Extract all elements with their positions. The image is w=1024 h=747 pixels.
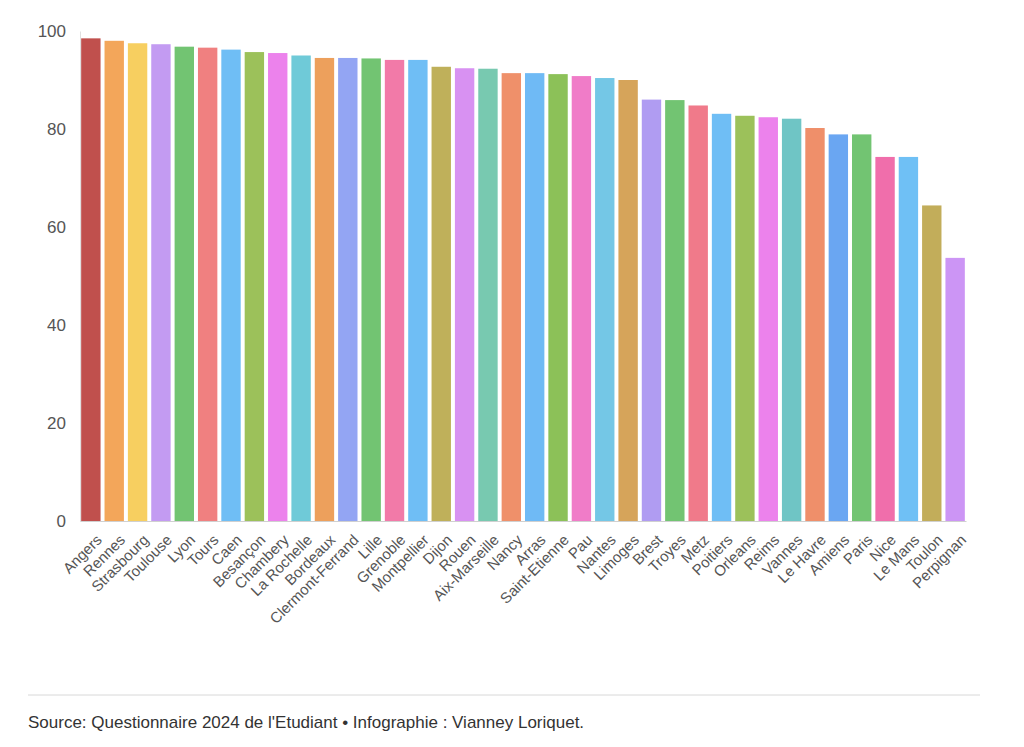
bar — [455, 68, 474, 521]
bar — [875, 157, 894, 521]
y-tick-label: 20 — [47, 414, 66, 433]
y-tick: 40 — [47, 316, 80, 335]
bar — [81, 38, 100, 521]
y-tick-label: 80 — [47, 120, 66, 139]
y-tick-label: 100 — [38, 22, 66, 41]
bar — [945, 258, 964, 521]
y-tick-label: 40 — [47, 316, 66, 335]
bars — [81, 38, 965, 521]
bar — [782, 119, 801, 521]
x-tick-label: Montpellier — [368, 531, 432, 595]
bar — [759, 117, 778, 521]
bar — [385, 60, 404, 521]
bar — [361, 58, 380, 521]
bar — [712, 114, 731, 521]
bar — [175, 47, 194, 521]
y-tick: 0 — [57, 512, 80, 531]
bar — [852, 134, 871, 521]
bar — [665, 100, 684, 521]
y-axis: 0 20 40 60 80 100 — [38, 22, 81, 531]
y-tick-label: 0 — [57, 512, 66, 531]
x-tick: Clermont-Ferrand — [266, 521, 362, 627]
y-tick: 100 — [38, 22, 80, 41]
bar — [478, 69, 497, 521]
bar — [922, 205, 941, 521]
bar — [245, 52, 264, 521]
x-axis-line — [81, 521, 967, 522]
bar — [595, 78, 614, 521]
bar — [548, 74, 567, 521]
y-tick-label: 60 — [47, 218, 66, 237]
source: Source: Questionnaire 2024 de l'Etudiant… — [28, 713, 584, 732]
x-tick-label: Saint-Etienne — [496, 531, 572, 607]
bar — [805, 128, 824, 521]
bar — [735, 116, 754, 521]
x-axis: AngersRennesStrasbourgToulouseLyonToursC… — [59, 521, 969, 627]
x-tick: Perpignan — [909, 521, 969, 591]
x-tick-label: Perpignan — [909, 531, 969, 591]
bar — [128, 43, 147, 521]
x-tick-label: Clermont-Ferrand — [266, 531, 362, 627]
bar — [105, 41, 124, 521]
bar — [642, 100, 661, 521]
bar — [198, 48, 217, 521]
x-tick: Paris — [840, 521, 876, 567]
bar — [408, 60, 427, 521]
bar — [618, 80, 637, 521]
footer-rule — [28, 695, 980, 696]
bar — [291, 56, 310, 522]
bar — [525, 73, 544, 521]
bar — [572, 76, 591, 521]
bar — [315, 58, 334, 521]
bar — [829, 134, 848, 521]
bar — [338, 58, 357, 521]
y-axis-line — [80, 32, 81, 522]
x-tick-label: Toulouse — [121, 531, 175, 585]
bar — [502, 73, 521, 521]
bar — [151, 44, 170, 521]
bar — [688, 105, 707, 521]
bar — [268, 53, 287, 521]
y-tick: 60 — [47, 218, 80, 237]
bar — [899, 157, 918, 521]
bar — [221, 50, 240, 521]
y-tick: 80 — [47, 120, 80, 139]
chart: 0 20 40 60 80 100 AngersRennesStrasbourgToulou… — [0, 0, 1024, 747]
y-tick: 20 — [47, 414, 80, 433]
bar — [432, 67, 451, 521]
x-tick: Saint-Etienne — [496, 521, 572, 607]
